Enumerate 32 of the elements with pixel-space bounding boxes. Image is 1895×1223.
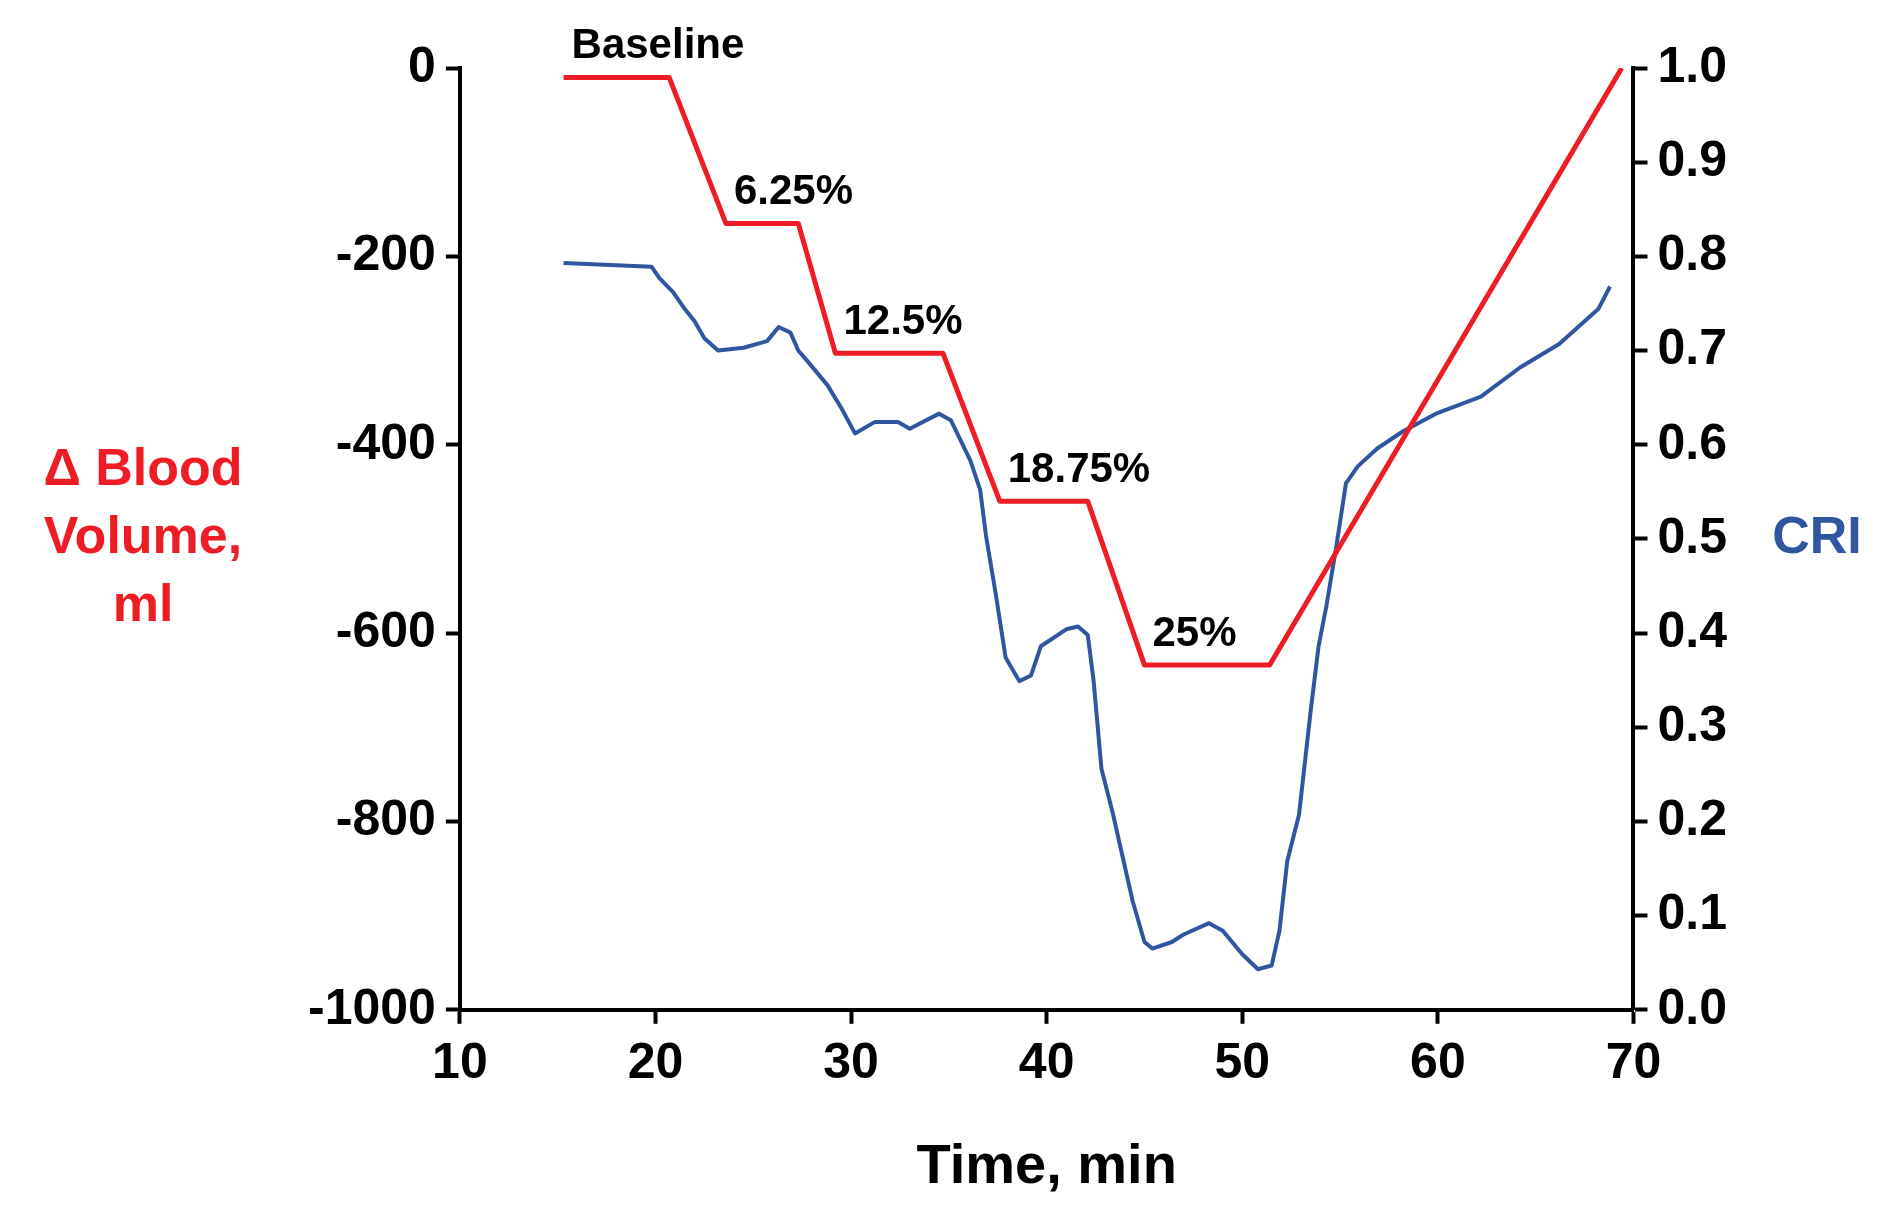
y2-tick-label: 0.2 [1657, 790, 1728, 847]
annotation: 12.5% [843, 295, 963, 343]
y-tick-label: -400 [335, 413, 436, 470]
y-tick-label: -800 [335, 790, 436, 847]
y-tick-label: -1000 [307, 978, 436, 1035]
y2-tick-label: 0.0 [1657, 978, 1728, 1035]
y2-tick-label: 0.4 [1657, 601, 1728, 658]
x-tick-label: 40 [1018, 1032, 1075, 1089]
y2-tick-label: 0.3 [1657, 696, 1728, 753]
x-tick-label: 70 [1605, 1032, 1662, 1089]
x-tick-label: 30 [823, 1032, 879, 1089]
y2-tick-label: 0.1 [1657, 884, 1728, 941]
y-axis-title: Δ Blood Volume, ml [43, 438, 243, 633]
annotation: Baseline [571, 20, 745, 67]
y2-tick-label: 0.6 [1657, 413, 1728, 470]
annotation: 25% [1152, 607, 1237, 655]
x-tick-label: 20 [627, 1032, 684, 1089]
x-tick-label: 60 [1410, 1032, 1466, 1089]
y-tick-label: -600 [335, 601, 436, 658]
x-axis-title: Time, min [916, 1131, 1177, 1195]
y-tick-label: 0 [408, 36, 436, 93]
x-tick-label: 10 [432, 1032, 488, 1089]
x-tick-label: 50 [1214, 1032, 1271, 1089]
annotation: 18.75% [1007, 443, 1151, 491]
y2-tick-label: 1.0 [1657, 36, 1728, 93]
y2-tick-label: 0.8 [1657, 225, 1728, 282]
y-tick-label: -200 [335, 225, 436, 282]
y2-tick-label: 0.9 [1657, 130, 1728, 187]
y2-axis-title: CRI [1772, 506, 1862, 565]
y2-tick-label: 0.7 [1657, 319, 1728, 376]
annotation: 6.25% [733, 165, 853, 213]
y2-tick-label: 0.5 [1657, 507, 1728, 564]
